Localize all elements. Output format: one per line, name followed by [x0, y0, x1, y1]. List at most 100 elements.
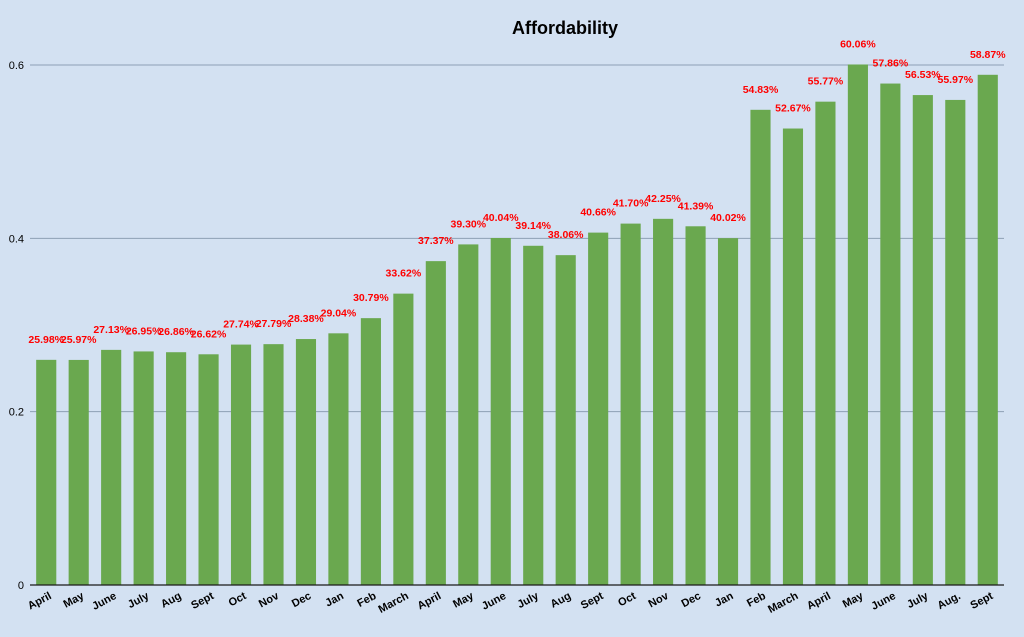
bar — [782, 128, 804, 585]
x-tick-label: Feb — [355, 590, 378, 610]
data-label: 52.67% — [775, 103, 811, 115]
bar — [750, 109, 771, 585]
bar — [523, 245, 544, 585]
x-tick-label: June — [869, 590, 897, 613]
data-label: 56.53% — [905, 69, 941, 81]
bar — [133, 351, 154, 585]
bar — [295, 339, 317, 585]
x-tick-label: Aug. — [935, 590, 962, 612]
x-tick-label: July — [516, 590, 542, 611]
data-label: 40.02% — [710, 212, 746, 224]
x-tick-label: Nov — [257, 590, 282, 611]
bar — [101, 349, 122, 585]
data-label: 40.66% — [580, 207, 616, 219]
x-tick-label: May — [62, 590, 87, 611]
bar — [847, 64, 868, 586]
bar — [717, 238, 739, 585]
x-tick-label: June — [480, 590, 508, 613]
bar — [263, 344, 284, 585]
x-tick-label: June — [90, 590, 118, 613]
x-tick-label: Sept — [189, 590, 216, 612]
bar — [393, 293, 414, 585]
bar — [198, 354, 219, 585]
y-axis-ticks: 0 0.2 0.4 0.6 — [9, 60, 24, 592]
bar — [490, 237, 511, 585]
x-tick-label: Oct — [616, 590, 638, 609]
x-tick-label: Dec — [290, 590, 313, 610]
data-label: 39.30% — [450, 218, 486, 230]
x-tick-label: July — [905, 590, 931, 611]
bar — [912, 95, 933, 585]
data-label: 30.79% — [353, 292, 389, 304]
x-tick-label: May — [841, 590, 866, 611]
data-label: 25.97% — [61, 334, 97, 346]
data-label: 26.95% — [126, 325, 162, 337]
y-tick-label: 0.6 — [9, 60, 24, 72]
x-tick-label: Jan — [323, 590, 346, 610]
x-tick-label: May — [451, 590, 476, 611]
bar — [588, 232, 609, 585]
data-label: 26.62% — [191, 328, 227, 340]
bar — [815, 101, 836, 585]
bar — [36, 359, 57, 585]
bar — [977, 74, 998, 585]
x-tick-label: Jan — [713, 590, 736, 610]
y-tick-label: 0 — [18, 580, 24, 592]
data-label: 41.39% — [678, 200, 714, 212]
x-tick-label: April — [415, 590, 443, 612]
data-label: 29.04% — [321, 307, 357, 319]
bars — [36, 64, 998, 586]
x-axis-ticks: April May June July Aug Sept Oct Nov Dec Jan FebMa… — [26, 590, 996, 616]
bar — [685, 226, 706, 585]
x-tick-label: Sept — [579, 590, 606, 612]
bar — [230, 344, 252, 585]
bar — [880, 83, 901, 586]
x-tick-label: April — [26, 590, 54, 612]
x-tick-label: Sept — [968, 590, 995, 612]
data-labels: 25.98%25.97%27.13%26.95%26.86%26.62%27.7… — [28, 38, 1006, 345]
data-label: 40.04% — [483, 212, 519, 224]
x-tick-label: Aug — [549, 590, 574, 611]
y-tick-label: 0.2 — [9, 407, 24, 419]
x-tick-label: Dec — [680, 590, 703, 610]
x-tick-label: Nov — [647, 590, 672, 611]
gridlines — [30, 64, 1004, 413]
data-label: 55.97% — [937, 74, 973, 86]
data-label: 28.38% — [288, 313, 324, 325]
data-label: 55.77% — [808, 76, 844, 88]
x-tick-label: April — [805, 590, 833, 612]
bar — [653, 218, 674, 586]
x-tick-label: March — [377, 590, 411, 616]
data-label: 54.83% — [743, 84, 779, 96]
bar — [555, 255, 576, 585]
bar — [360, 318, 381, 585]
y-tick-label: 0.4 — [9, 233, 24, 245]
chart-title: Affordability — [512, 18, 618, 38]
data-label: 38.06% — [548, 229, 584, 241]
data-label: 37.37% — [418, 235, 454, 247]
data-label: 41.70% — [613, 198, 649, 210]
bar — [620, 223, 641, 585]
data-label: 58.87% — [970, 49, 1006, 61]
bar — [68, 359, 89, 585]
bar — [166, 352, 187, 585]
x-tick-label: Aug — [159, 590, 184, 611]
data-label: 25.98% — [28, 334, 64, 346]
data-label: 39.14% — [515, 220, 551, 232]
data-label: 60.06% — [840, 38, 876, 50]
x-tick-label: March — [766, 590, 800, 616]
data-label: 57.86% — [873, 58, 909, 70]
x-tick-label: July — [126, 590, 152, 611]
bar — [328, 333, 349, 585]
bar — [458, 244, 479, 585]
data-label: 42.25% — [645, 193, 681, 205]
bar — [945, 99, 966, 585]
x-tick-label: Feb — [745, 590, 768, 610]
data-label: 27.74% — [223, 319, 259, 331]
x-tick-label: Oct — [227, 590, 249, 609]
bar — [425, 261, 446, 585]
data-label: 27.13% — [93, 324, 129, 336]
data-label: 27.79% — [256, 318, 292, 330]
data-label: 33.62% — [386, 268, 422, 280]
